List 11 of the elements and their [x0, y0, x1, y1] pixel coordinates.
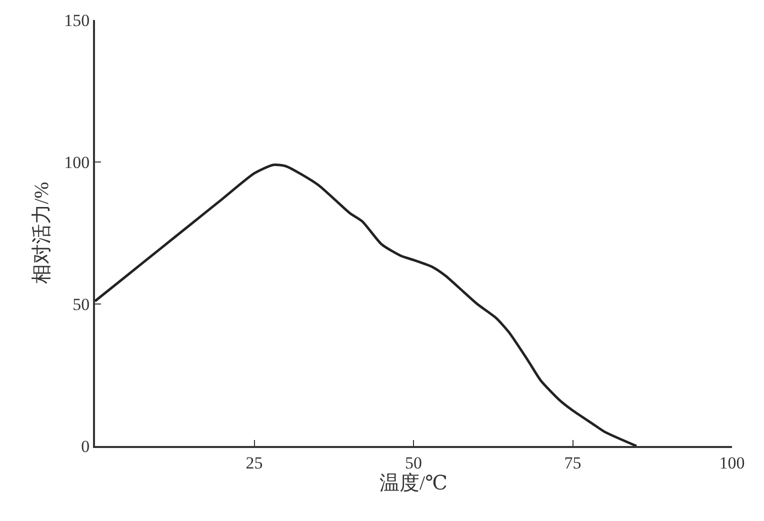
y-tick-label: 100 — [64, 152, 90, 172]
x-tick-label: 25 — [246, 453, 263, 472]
x-tick-label: 50 — [405, 453, 422, 472]
y-tick-label: 50 — [72, 294, 90, 314]
line-series — [95, 163, 638, 446]
y-axis-title: 相对活力/% — [31, 182, 54, 284]
x-tick-label: 75 — [564, 453, 582, 472]
y-tick-label: 0 — [81, 436, 90, 456]
y-tick-label: 150 — [64, 10, 90, 30]
x-axis-title: 温度/℃ — [380, 472, 448, 494]
x-tick-label: 100 — [719, 453, 745, 472]
